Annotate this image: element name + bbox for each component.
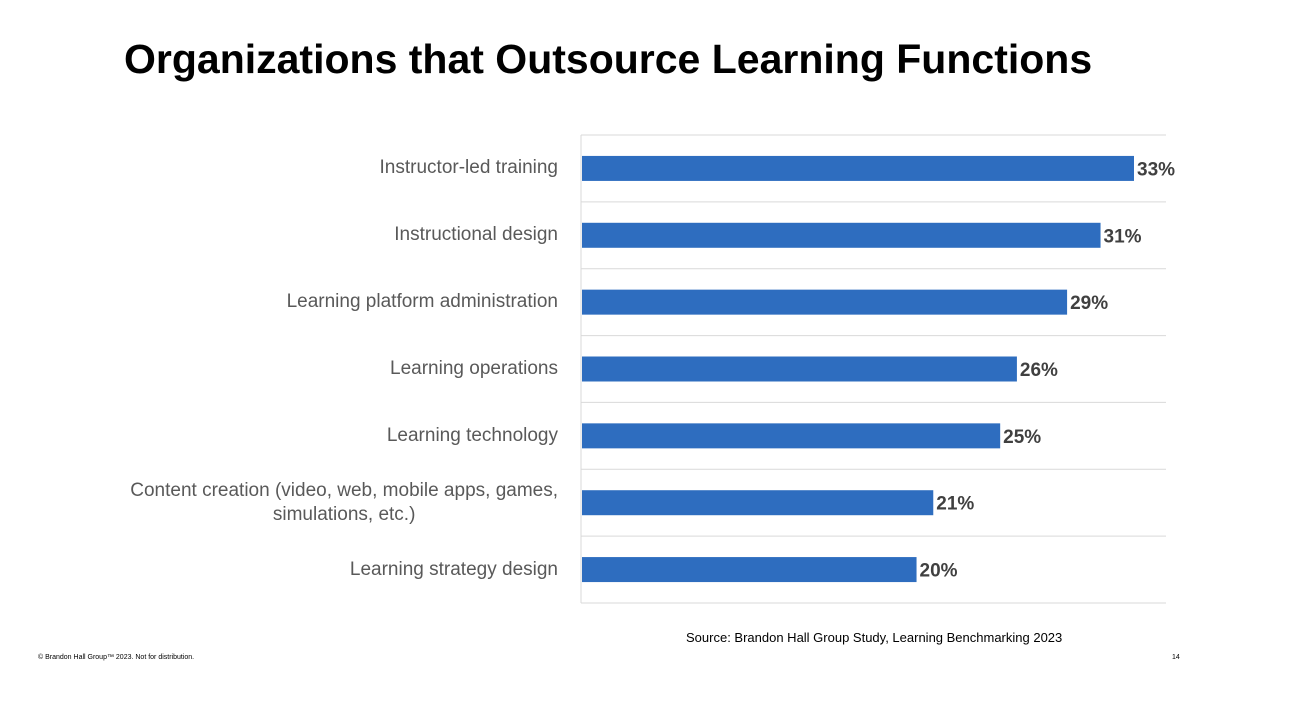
data-label: 25% (1003, 427, 1041, 448)
bar (582, 490, 934, 516)
category-label: Learning operations (390, 358, 558, 379)
category-label: Learning strategy design (349, 558, 558, 580)
page-title: Organizations that Outsource Learning Fu… (124, 36, 1093, 82)
copyright-note: © Brandon Hall Group™ 2023. Not for dist… (38, 654, 195, 661)
bar (582, 356, 1017, 382)
data-label: 26% (1020, 360, 1058, 381)
data-label: 29% (1070, 293, 1108, 314)
category-label: Learning platform administration (286, 291, 558, 313)
category-label: Instructional design (394, 224, 558, 246)
category-label: Learning technology (386, 424, 558, 446)
page-number: 14 (1172, 654, 1180, 661)
bar (582, 557, 917, 583)
bar (582, 222, 1101, 248)
data-label: 20% (920, 561, 958, 582)
source-note: Source: Brandon Hall Group Study, Learni… (686, 630, 1063, 645)
category-label: Content creation (video, web, mobile app… (130, 479, 558, 525)
bar (582, 423, 1001, 449)
data-label: 21% (936, 494, 974, 515)
data-label: 31% (1104, 226, 1142, 247)
bar (582, 155, 1134, 181)
category-label: Instructor-led training (379, 157, 558, 179)
bar (582, 289, 1068, 315)
data-label: 33% (1137, 159, 1175, 180)
